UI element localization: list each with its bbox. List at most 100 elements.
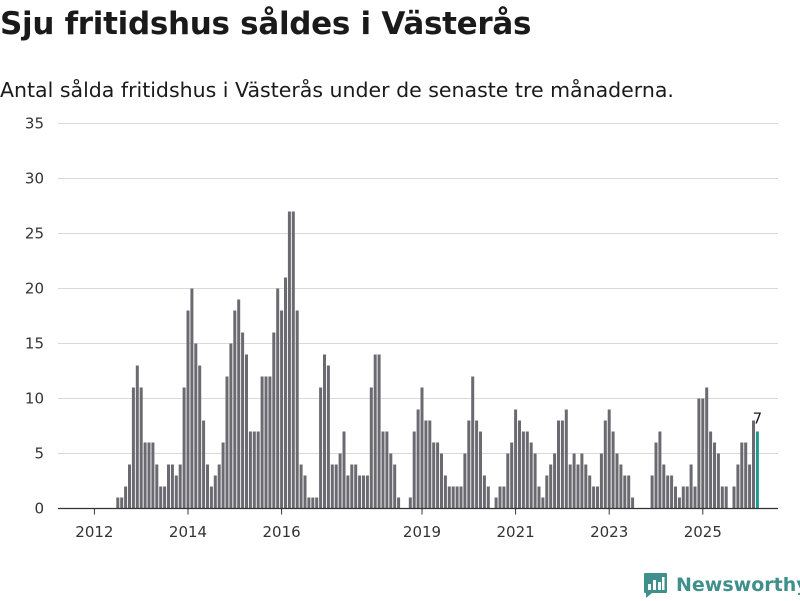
bar bbox=[303, 475, 307, 509]
bar bbox=[389, 453, 393, 509]
x-tick-label: 2012 bbox=[75, 523, 113, 541]
chart-title: Sju fritidshus såldes i Västerås bbox=[0, 6, 532, 42]
bar bbox=[666, 475, 670, 509]
bar bbox=[685, 486, 689, 509]
x-tick-label: 2025 bbox=[684, 523, 722, 541]
bar bbox=[362, 475, 365, 509]
bar-latest bbox=[755, 431, 759, 509]
bar bbox=[311, 497, 315, 509]
bar bbox=[295, 310, 299, 509]
x-tick-label: 2021 bbox=[497, 523, 535, 541]
y-tick-label: 10 bbox=[25, 390, 44, 408]
bar bbox=[420, 387, 424, 509]
bar bbox=[564, 409, 568, 509]
bar bbox=[373, 354, 377, 509]
y-tick-label: 5 bbox=[34, 445, 44, 463]
bar bbox=[209, 486, 213, 509]
bar bbox=[537, 486, 541, 509]
bar bbox=[436, 442, 440, 509]
bar bbox=[744, 442, 748, 509]
bar bbox=[709, 431, 713, 509]
bar bbox=[654, 442, 658, 509]
bar bbox=[225, 376, 229, 509]
bar-series bbox=[116, 211, 759, 509]
bar bbox=[272, 332, 276, 509]
bar bbox=[615, 453, 619, 509]
bar bbox=[323, 354, 326, 509]
bar bbox=[120, 497, 124, 509]
bar bbox=[447, 486, 451, 509]
bar bbox=[720, 486, 724, 509]
bar bbox=[424, 420, 428, 509]
bar bbox=[467, 420, 471, 509]
bar bbox=[486, 486, 490, 509]
bar bbox=[463, 453, 467, 509]
bar bbox=[365, 475, 369, 509]
bar bbox=[326, 365, 330, 509]
bar bbox=[276, 288, 280, 509]
y-tick-label: 30 bbox=[25, 170, 44, 188]
bar bbox=[299, 464, 303, 509]
bar bbox=[135, 365, 139, 509]
bar bbox=[369, 387, 373, 509]
bar bbox=[338, 453, 342, 509]
bar bbox=[525, 431, 529, 509]
bar bbox=[221, 442, 225, 509]
bar bbox=[334, 464, 338, 509]
bar bbox=[693, 486, 697, 509]
bar bbox=[662, 464, 666, 509]
bar bbox=[705, 387, 709, 509]
bar bbox=[631, 497, 635, 509]
bar bbox=[592, 486, 596, 509]
bar bbox=[732, 486, 736, 509]
bar bbox=[557, 420, 560, 509]
bar bbox=[116, 497, 120, 509]
latest-value-label: 7 bbox=[753, 410, 763, 428]
bar bbox=[674, 486, 677, 509]
bar bbox=[713, 442, 716, 509]
bar bbox=[736, 464, 740, 509]
bar bbox=[260, 376, 264, 509]
bar bbox=[748, 464, 752, 509]
bar bbox=[658, 431, 662, 509]
bar bbox=[677, 497, 681, 509]
bar bbox=[560, 420, 564, 509]
bar bbox=[611, 431, 615, 509]
bar bbox=[342, 431, 346, 509]
bar bbox=[549, 464, 553, 509]
bar bbox=[217, 464, 221, 509]
bar bbox=[553, 453, 557, 509]
bar bbox=[174, 475, 178, 509]
bar bbox=[268, 376, 272, 509]
x-tick-label: 2014 bbox=[169, 523, 207, 541]
y-tick-label: 15 bbox=[25, 335, 44, 353]
bar bbox=[596, 486, 599, 509]
bar bbox=[385, 431, 389, 509]
bar bbox=[428, 420, 432, 509]
bar bbox=[237, 299, 241, 509]
chart-subtitle: Antal sålda fritidshus i Västerås under … bbox=[0, 78, 674, 102]
bar bbox=[576, 464, 580, 509]
bar bbox=[479, 431, 482, 509]
bar bbox=[588, 475, 592, 509]
bar bbox=[623, 475, 627, 509]
bar bbox=[689, 464, 693, 509]
bar bbox=[315, 497, 319, 509]
bar bbox=[198, 365, 202, 509]
newsworthy-chart-icon bbox=[644, 572, 667, 598]
bar bbox=[194, 343, 198, 509]
bar bbox=[143, 442, 147, 509]
bar bbox=[159, 486, 163, 509]
newsworthy-logo[interactable]: Newsworthy bbox=[643, 569, 800, 601]
bar bbox=[502, 486, 506, 509]
y-tick-label: 35 bbox=[25, 115, 44, 133]
bar bbox=[182, 387, 186, 509]
bar bbox=[440, 453, 443, 509]
bar bbox=[568, 464, 572, 509]
bar bbox=[229, 343, 233, 509]
bar bbox=[451, 486, 455, 509]
bar bbox=[178, 464, 182, 509]
bar bbox=[350, 464, 354, 509]
bar bbox=[346, 475, 350, 509]
bar bbox=[170, 464, 174, 509]
